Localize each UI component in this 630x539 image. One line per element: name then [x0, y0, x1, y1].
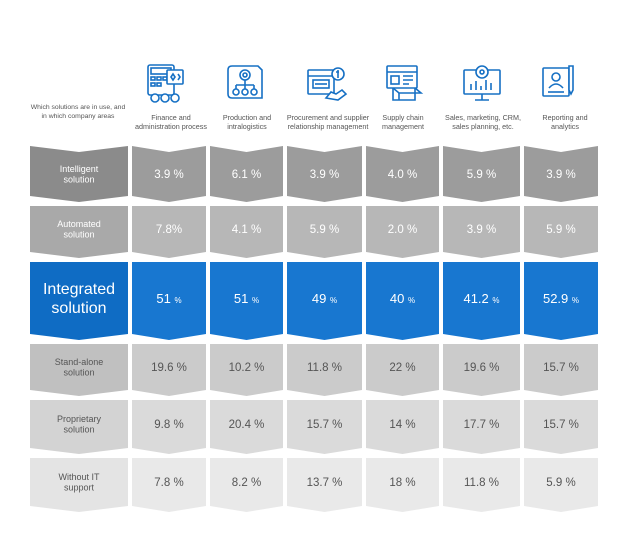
row-label-without-it-support: Without IT support	[58, 472, 100, 493]
value-cell-proprietary-solution-2	[210, 400, 283, 454]
value-intelligent-solution-1: 3.9 %	[154, 169, 183, 181]
value-proprietary-solution-1: 9.8 %	[154, 419, 183, 431]
value-intelligent-solution-2: 6.1 %	[232, 169, 261, 181]
value-cell-stand-alone-solution-6	[524, 344, 598, 396]
value-cell-stand-alone-solution-5	[443, 344, 520, 396]
value-cell-stand-alone-solution-4	[366, 344, 439, 396]
value-without-it-support-4: 18 %	[389, 477, 415, 489]
value-without-it-support-3: 13.7 %	[307, 477, 343, 489]
sales-gear-chart-icon	[463, 65, 501, 101]
value-intelligent-solution-4: 4.0 %	[388, 169, 417, 181]
value-cell-automated-solution-4	[366, 206, 439, 258]
value-cell-intelligent-solution-4	[366, 146, 439, 202]
supply-chain-box-icon	[386, 65, 424, 101]
value-integrated-solution-4: 40 %	[390, 291, 415, 306]
value-stand-alone-solution-2: 10.2 %	[229, 362, 265, 374]
row-label-stand-alone-solution: Stand-alone solution	[55, 357, 104, 378]
column-header-procurement: Procurement and supplier relationship ma…	[286, 113, 370, 131]
value-integrated-solution-2: 51 %	[234, 291, 259, 306]
value-proprietary-solution-5: 17.7 %	[464, 419, 500, 431]
value-cell-proprietary-solution-3	[287, 400, 362, 454]
value-automated-solution-5: 3.9 %	[467, 224, 496, 236]
value-cell-integrated-solution-4	[366, 262, 439, 340]
value-cell-integrated-solution-3	[287, 262, 362, 340]
value-proprietary-solution-6: 15.7 %	[543, 419, 579, 431]
value-stand-alone-solution-4: 22 %	[389, 362, 415, 374]
value-cell-integrated-solution-6	[524, 262, 598, 340]
value-cell-intelligent-solution-5	[443, 146, 520, 202]
value-cell-proprietary-solution-1	[132, 400, 206, 454]
row-label-cell-integrated-solution	[30, 262, 128, 340]
value-stand-alone-solution-1: 19.6 %	[151, 362, 187, 374]
row-label-cell-automated-solution	[30, 206, 128, 258]
value-cell-without-it-support-3	[287, 458, 362, 512]
row-label-cell-proprietary-solution	[30, 400, 128, 454]
value-stand-alone-solution-5: 19.6 %	[464, 362, 500, 374]
value-integrated-solution-3: 49 %	[312, 291, 337, 306]
value-cell-automated-solution-2	[210, 206, 283, 258]
value-cell-intelligent-solution-2	[210, 146, 283, 202]
procurement-handshake-icon	[307, 67, 348, 101]
value-cell-automated-solution-3	[287, 206, 362, 258]
row-label-automated-solution: Automated solution	[57, 219, 101, 240]
value-intelligent-solution-5: 5.9 %	[467, 169, 496, 181]
value-intelligent-solution-3: 3.9 %	[310, 169, 339, 181]
value-proprietary-solution-3: 15.7 %	[307, 419, 343, 431]
value-integrated-solution-6: 52.9 %	[543, 291, 579, 306]
value-automated-solution-2: 4.1 %	[232, 224, 261, 236]
value-cell-without-it-support-5	[443, 458, 520, 512]
value-cell-automated-solution-5	[443, 206, 520, 258]
row-label-proprietary-solution: Proprietary solution	[57, 414, 102, 435]
column-header-supply-chain: Supply chain management	[382, 113, 424, 131]
value-cell-proprietary-solution-4	[366, 400, 439, 454]
column-header-reporting: Reporting and analytics	[542, 113, 588, 131]
value-cell-automated-solution-1	[132, 206, 206, 258]
corner-label: Which solutions are in use, and in which…	[30, 104, 126, 120]
value-cell-intelligent-solution-6	[524, 146, 598, 202]
value-cell-stand-alone-solution-3	[287, 344, 362, 396]
value-without-it-support-6: 5.9 %	[546, 477, 575, 489]
finance-calculator-icon	[147, 64, 184, 103]
value-cell-integrated-solution-1	[132, 262, 206, 340]
value-proprietary-solution-4: 14 %	[389, 419, 415, 431]
value-automated-solution-4: 2.0 %	[388, 224, 417, 236]
value-without-it-support-1: 7.8 %	[154, 477, 183, 489]
value-cell-stand-alone-solution-1	[132, 344, 206, 396]
value-integrated-solution-1: 51 %	[156, 291, 181, 306]
value-stand-alone-solution-3: 11.8 %	[307, 362, 342, 374]
value-cell-without-it-support-4	[366, 458, 439, 512]
value-cell-proprietary-solution-6	[524, 400, 598, 454]
value-automated-solution-6: 5.9 %	[546, 224, 575, 236]
column-header-sales: Sales, marketing, CRM, sales planning, e…	[445, 113, 521, 131]
production-gear-flow-icon	[227, 65, 263, 99]
value-cell-intelligent-solution-3	[287, 146, 362, 202]
value-cell-stand-alone-solution-2	[210, 344, 283, 396]
value-without-it-support-5: 11.8 %	[464, 477, 499, 489]
value-proprietary-solution-2: 20.4 %	[229, 419, 265, 431]
value-automated-solution-3: 5.9 %	[310, 224, 339, 236]
value-cell-proprietary-solution-5	[443, 400, 520, 454]
row-label-cell-stand-alone-solution	[30, 344, 128, 396]
row-label-cell-intelligent-solution	[30, 146, 128, 202]
column-header-production: Production and intralogistics	[222, 113, 272, 131]
value-cell-without-it-support-6	[524, 458, 598, 512]
value-cell-intelligent-solution-1	[132, 146, 206, 202]
value-integrated-solution-5: 41.2 %	[463, 291, 499, 306]
reporting-person-pen-icon	[542, 65, 574, 97]
value-automated-solution-1: 7.8%	[156, 224, 182, 236]
row-label-cell-without-it-support	[30, 458, 128, 512]
value-cell-automated-solution-6	[524, 206, 598, 258]
row-label-integrated-solution: Integrated solution	[43, 281, 115, 317]
value-without-it-support-2: 8.2 %	[232, 477, 261, 489]
value-stand-alone-solution-6: 15.7 %	[543, 362, 579, 374]
value-intelligent-solution-6: 3.9 %	[546, 169, 575, 181]
value-cell-integrated-solution-2	[210, 262, 283, 340]
value-cell-integrated-solution-5	[443, 262, 520, 340]
column-header-finance: Finance and administration process	[135, 113, 207, 131]
value-cell-without-it-support-2	[210, 458, 283, 512]
row-label-intelligent-solution: Intelligent solution	[60, 164, 99, 185]
value-cell-without-it-support-1	[132, 458, 206, 512]
